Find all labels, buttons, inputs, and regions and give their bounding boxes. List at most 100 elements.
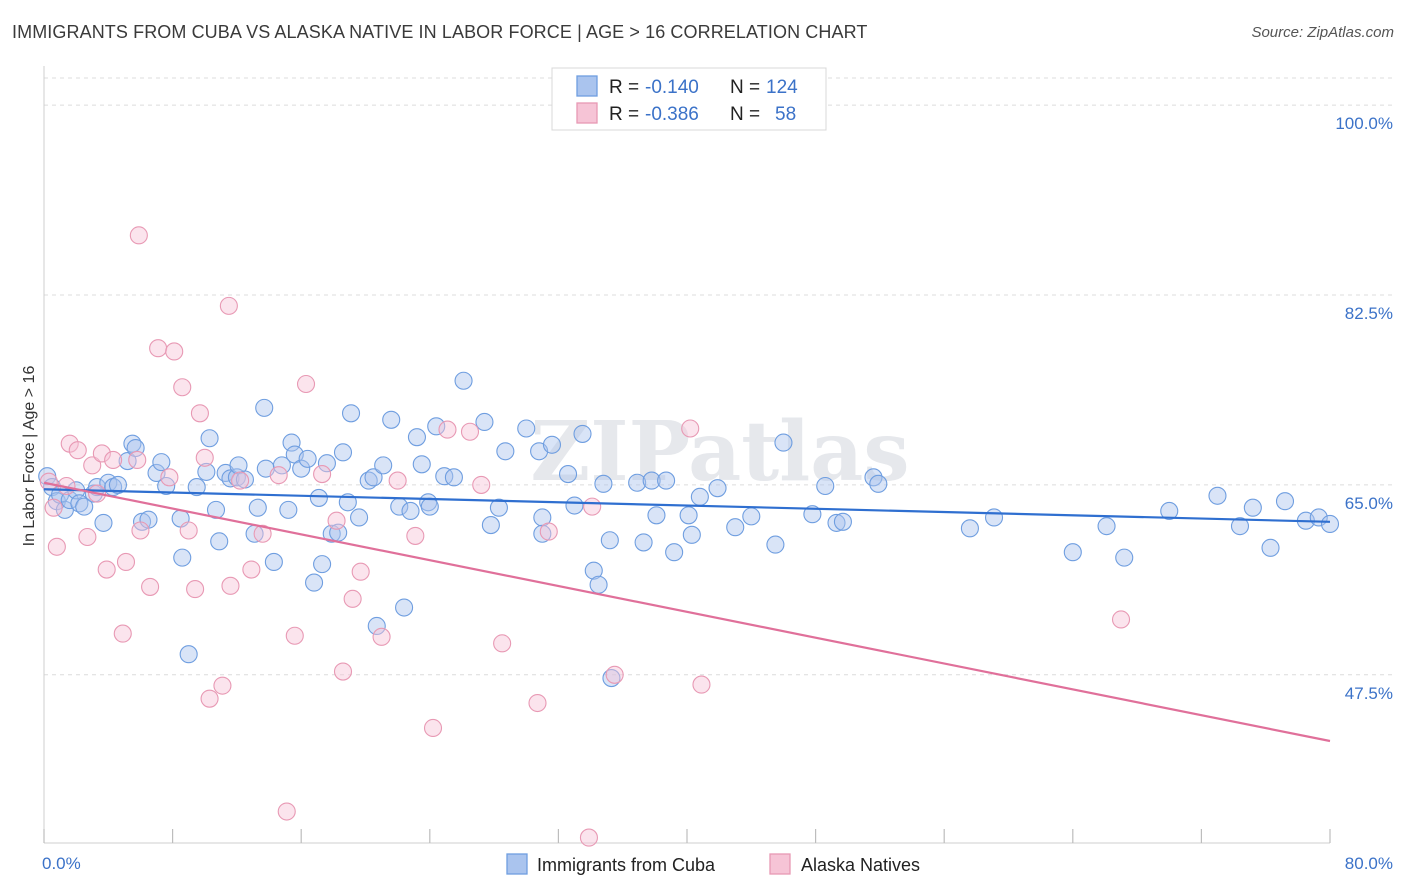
cuba-point <box>475 412 494 432</box>
alaska-point <box>681 419 700 438</box>
cuba-point <box>1320 514 1340 534</box>
cuba-point <box>427 417 446 436</box>
cuba-point <box>264 552 283 572</box>
cuba-point <box>517 419 536 438</box>
alaska-point <box>149 339 168 358</box>
cuba-point <box>367 616 386 636</box>
y-tick-label: 100.0% <box>1335 114 1393 133</box>
watermark: ZIPatlas <box>530 404 909 500</box>
alaska-point <box>141 577 160 596</box>
alaska-point <box>200 689 219 708</box>
alaska-point <box>313 465 332 484</box>
alaska-point <box>351 562 370 581</box>
alaska-point <box>221 576 240 595</box>
y-tick-label: 47.5% <box>1345 684 1393 703</box>
alaska-point <box>583 497 602 516</box>
cuba-point <box>665 543 684 562</box>
alaska-point <box>39 472 58 491</box>
alaska-point <box>131 521 150 540</box>
cuba-point <box>197 462 216 481</box>
alaska-point <box>1111 610 1131 629</box>
legend-n-label-alaska: N = <box>730 104 760 125</box>
alaska-point <box>296 374 316 394</box>
cuba-point <box>282 433 301 452</box>
cuba-point <box>407 428 426 447</box>
cuba-point <box>305 573 324 592</box>
cuba-point <box>642 471 661 490</box>
cuba-point <box>1208 486 1227 505</box>
alaska-point <box>113 624 132 643</box>
alaska-point <box>78 527 97 547</box>
chart-title: IMMIGRANTS FROM CUBA VS ALASKA NATIVE IN… <box>12 22 868 42</box>
cuba-point <box>489 498 508 517</box>
cuba-point <box>589 575 608 594</box>
y-tick-label: 65.0% <box>1345 494 1393 513</box>
cuba-point <box>364 468 383 487</box>
bottom-legend-label-cuba: Immigrants from Cuba <box>537 855 716 875</box>
alaska-point <box>269 466 288 485</box>
cuba-point <box>359 471 378 490</box>
alaska-point <box>528 693 547 713</box>
alaska-point <box>213 676 232 695</box>
alaska-point <box>116 552 136 572</box>
cuba-point <box>481 516 500 535</box>
alaska-point <box>242 560 261 579</box>
bottom-legend: Immigrants from Cuba Alaska Natives <box>506 853 920 875</box>
cuba-point <box>816 476 835 496</box>
grid <box>44 77 1394 676</box>
tick-labels: 47.5% 65.0% 82.5% 100.0% 0.0% 80.0% <box>42 114 1393 873</box>
cuba-point <box>298 449 317 468</box>
cuba-point <box>726 518 745 537</box>
cuba-point <box>1275 492 1295 511</box>
cuba-point <box>647 506 666 525</box>
alaska-point <box>165 342 184 361</box>
cuba-point <box>412 455 431 474</box>
cuba-point <box>584 561 603 580</box>
cuba-point <box>803 505 822 524</box>
cuba-point <box>869 474 888 493</box>
cuba-point <box>628 473 647 492</box>
cuba-point <box>309 488 328 507</box>
cuba-point <box>341 404 361 423</box>
trend-lines <box>43 481 1331 743</box>
trend-line-cuba <box>43 488 1331 523</box>
cuba-point <box>401 501 420 521</box>
cuba-point <box>317 454 336 473</box>
cuba-point <box>690 487 709 506</box>
cuba-point <box>333 443 353 462</box>
cuba-point <box>118 451 137 471</box>
cuba-point <box>565 496 584 515</box>
alaska-point <box>253 524 272 543</box>
alaska-point <box>68 441 87 460</box>
legend-r-label-alaska: R = <box>609 104 639 125</box>
cuba-point <box>602 669 621 688</box>
cuba-point <box>248 498 267 517</box>
alaska-point <box>104 450 123 470</box>
cuba-point <box>573 424 592 443</box>
alaska-point <box>406 526 425 545</box>
legend-r-value-alaska: -0.386 <box>645 104 699 125</box>
axes <box>43 66 1331 844</box>
cuba-point <box>435 467 454 486</box>
y-axis-label: In Labor Force | Age > 16 <box>21 366 38 547</box>
alaska-point <box>195 448 214 467</box>
cuba-point <box>1243 498 1262 517</box>
cuba-point <box>708 479 727 498</box>
cuba-point <box>1097 517 1116 536</box>
alaska-point <box>173 378 192 397</box>
alaska-point <box>539 522 558 541</box>
cuba-point <box>179 645 198 664</box>
alaska-point <box>438 420 457 439</box>
cuba-point <box>420 497 439 516</box>
alaska-point <box>128 450 147 470</box>
alaska-point <box>92 444 111 463</box>
cuba-point <box>255 398 274 417</box>
cuba-point <box>594 474 613 493</box>
alaska-point <box>692 675 711 694</box>
legend-frame <box>551 67 827 131</box>
alaska-point <box>129 226 148 245</box>
trend-line-alaska <box>43 481 1331 743</box>
cuba-point <box>279 500 298 519</box>
cuba-point <box>152 453 171 472</box>
